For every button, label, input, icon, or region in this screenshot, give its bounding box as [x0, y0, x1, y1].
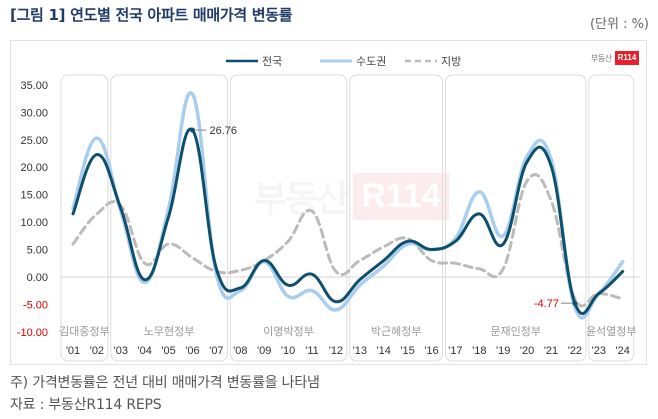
era-panel	[60, 74, 109, 362]
x-tick-label: '19	[496, 345, 510, 357]
era-label: 김대중정부	[59, 325, 110, 338]
x-tick-label: '01	[66, 345, 80, 357]
footnote: 주) 가격변동률은 전년 대비 매매가격 변동률을 나타냄	[10, 375, 320, 391]
era-label: 윤석열정부	[586, 325, 637, 338]
x-tick-label: '14	[377, 345, 391, 357]
series-line-수도권	[71, 91, 625, 320]
data-annotations: 26.76 -4.77	[190, 125, 578, 310]
y-tick-label: 35.00	[20, 80, 48, 92]
era-panel	[110, 74, 228, 362]
series-line-전국	[71, 127, 625, 315]
legend-entry-label: 수도권	[356, 55, 386, 68]
y-tick-label: 10.00	[20, 217, 48, 229]
y-axis: 35.00 30.00 25.00 20.00 15.00 10.00 5.00 0.00 -5…	[17, 80, 48, 339]
y-tick-label: 15.00	[20, 190, 48, 202]
era-panel	[229, 74, 348, 362]
x-tick-label: '09	[257, 345, 271, 357]
y-tick-label: 5.00	[27, 245, 48, 257]
era-panel	[444, 74, 587, 362]
y-tick-label: -5.00	[23, 299, 48, 311]
x-tick-label: '08	[233, 345, 247, 357]
x-tick-label: '12	[329, 345, 343, 357]
x-tick-label: '24	[616, 345, 630, 357]
x-tick-label: '15	[400, 345, 414, 357]
x-tick-label: '21	[544, 345, 558, 357]
era-panel	[349, 74, 443, 362]
x-tick-label: '06	[185, 345, 199, 357]
legend: 전국 수도권 지방	[226, 55, 461, 68]
x-tick-label: '11	[305, 345, 319, 357]
unit-label: (단위 : %)	[589, 17, 649, 32]
series-line-지방	[71, 173, 625, 308]
source-credit: 자료 : 부동산R114 REPS	[10, 397, 162, 413]
x-tick-label: '23	[592, 345, 606, 357]
x-tick-label: '17	[448, 345, 462, 357]
x-tick-label: '05	[161, 345, 175, 357]
y-tick-label: 20.00	[20, 162, 48, 174]
brand-logo: 부동산 R114	[591, 51, 640, 65]
chart-title: [그림 1] 연도별 전국 아파트 매매가격 변동률	[10, 6, 293, 24]
x-tick-label: '02	[90, 345, 104, 357]
era-label: 노무현정부	[144, 325, 195, 338]
era-panel	[588, 74, 635, 362]
legend-entry-label: 전국	[262, 55, 282, 68]
x-tick-label: '07	[209, 345, 223, 357]
annotation-label: -4.77	[534, 298, 559, 310]
y-tick-label: -10.00	[17, 327, 48, 339]
y-tick-label: 0.00	[27, 272, 48, 284]
logo-badge: R114	[614, 51, 640, 65]
x-tick-label: '22	[568, 345, 582, 357]
era-label: 문재인정부	[490, 325, 541, 338]
era-label: 이명박정부	[263, 325, 314, 338]
x-tick-label: '04	[138, 345, 152, 357]
logo-text: 부동산	[591, 53, 612, 63]
era-label: 박근혜정부	[371, 325, 422, 338]
x-tick-label: '20	[520, 345, 534, 357]
series-lines	[71, 91, 625, 320]
x-tick-label: '03	[114, 345, 128, 357]
legend-entry-label: 지방	[441, 55, 461, 68]
y-tick-label: 30.00	[20, 107, 48, 119]
x-tick-label: '13	[353, 345, 367, 357]
annotation-label: 26.76	[210, 125, 238, 137]
x-tick-label: '16	[424, 345, 438, 357]
x-axis: '01 '02 '03 '04 '05 '06 '07 '08 '09 '10 '11 '12 '13 '…	[66, 345, 630, 357]
x-tick-label: '18	[472, 345, 486, 357]
government-era-panels: 김대중정부 노무현정부 이명박정부 박근혜정부 문재인정부 윤석열정부	[59, 74, 637, 362]
x-tick-label: '10	[281, 345, 295, 357]
y-tick-label: 25.00	[20, 135, 48, 147]
chart-frame	[10, 40, 647, 365]
